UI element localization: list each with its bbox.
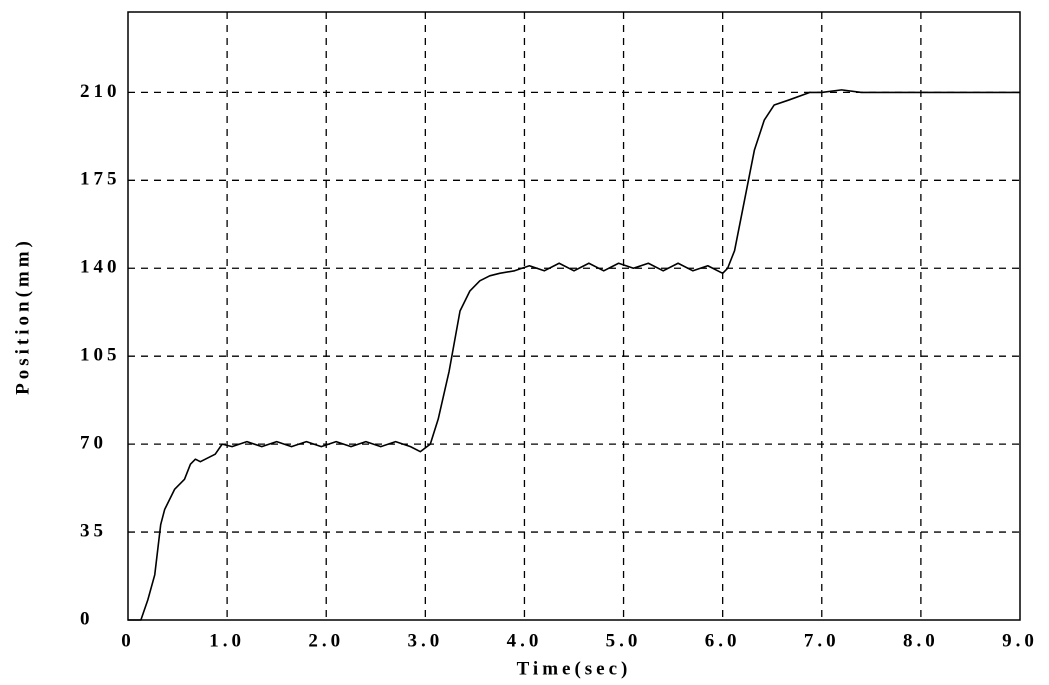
plot-frame (127, 11, 1021, 621)
y-tick-label: 35 (80, 520, 107, 541)
x-tick-label: 8.0 (903, 630, 939, 651)
x-tick-label: 1.0 (209, 630, 245, 651)
x-tick-label: 7.0 (804, 630, 840, 651)
y-tick-label: 140 (80, 257, 121, 278)
x-tick-label: 6.0 (705, 630, 741, 651)
x-tick-label: 0 (121, 630, 135, 651)
y-axis-title: Position(mm) (12, 237, 33, 395)
x-tick-label: 9.0 (1002, 630, 1038, 651)
y-tick-label: 70 (80, 432, 107, 453)
x-tick-label: 3.0 (407, 630, 443, 651)
x-tick-label: 2.0 (308, 630, 344, 651)
y-tick-label: 210 (80, 81, 121, 102)
data-line (128, 89, 1020, 621)
y-tick-label: 175 (80, 169, 121, 190)
x-axis-title: Time(sec) (517, 658, 632, 679)
x-tick-label: 4.0 (507, 630, 543, 651)
y-tick-label: 0 (80, 608, 94, 629)
y-tick-label: 105 (80, 345, 121, 366)
x-tick-label: 5.0 (606, 630, 642, 651)
